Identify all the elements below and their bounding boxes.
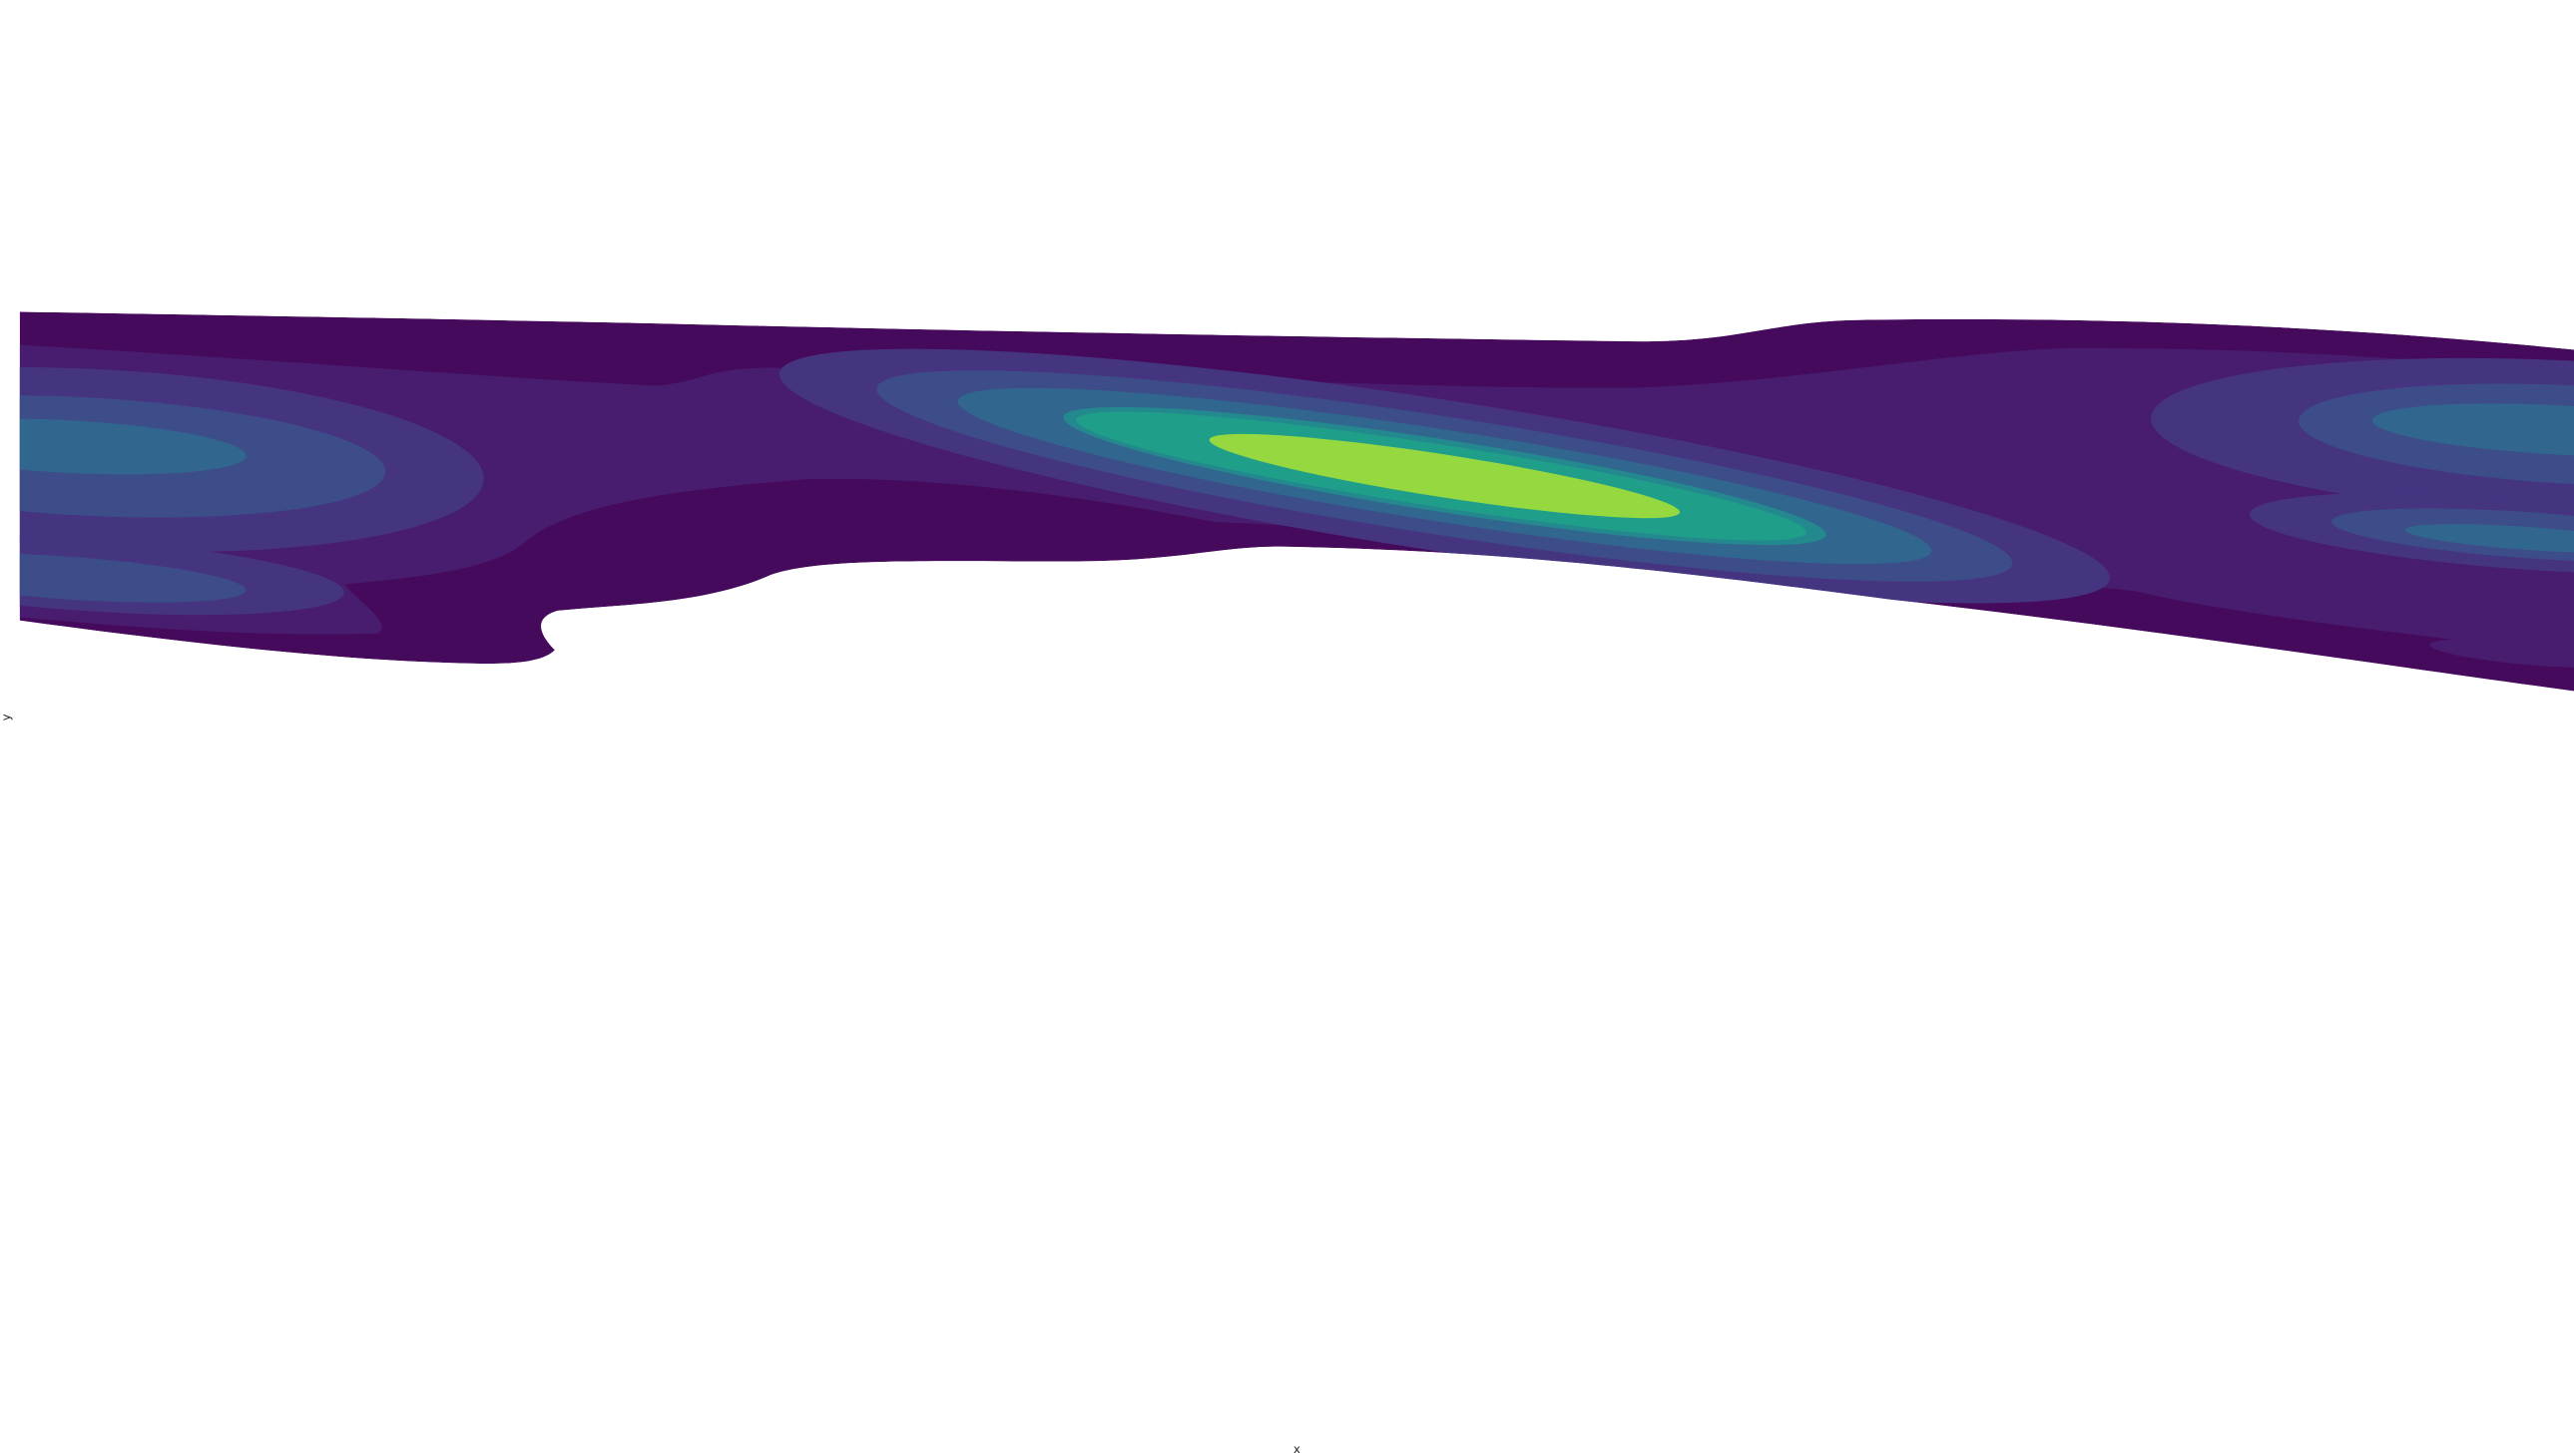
contour-band [19,553,247,603]
contour-area [19,311,2574,692]
x-axis-label: x [1293,1442,1300,1456]
contour-band [2371,403,2574,457]
contour-band [2429,639,2574,668]
contour-band [1209,433,1681,519]
contour-band [2404,524,2574,553]
contour-band [19,418,247,475]
y-axis-label: y [0,714,13,721]
